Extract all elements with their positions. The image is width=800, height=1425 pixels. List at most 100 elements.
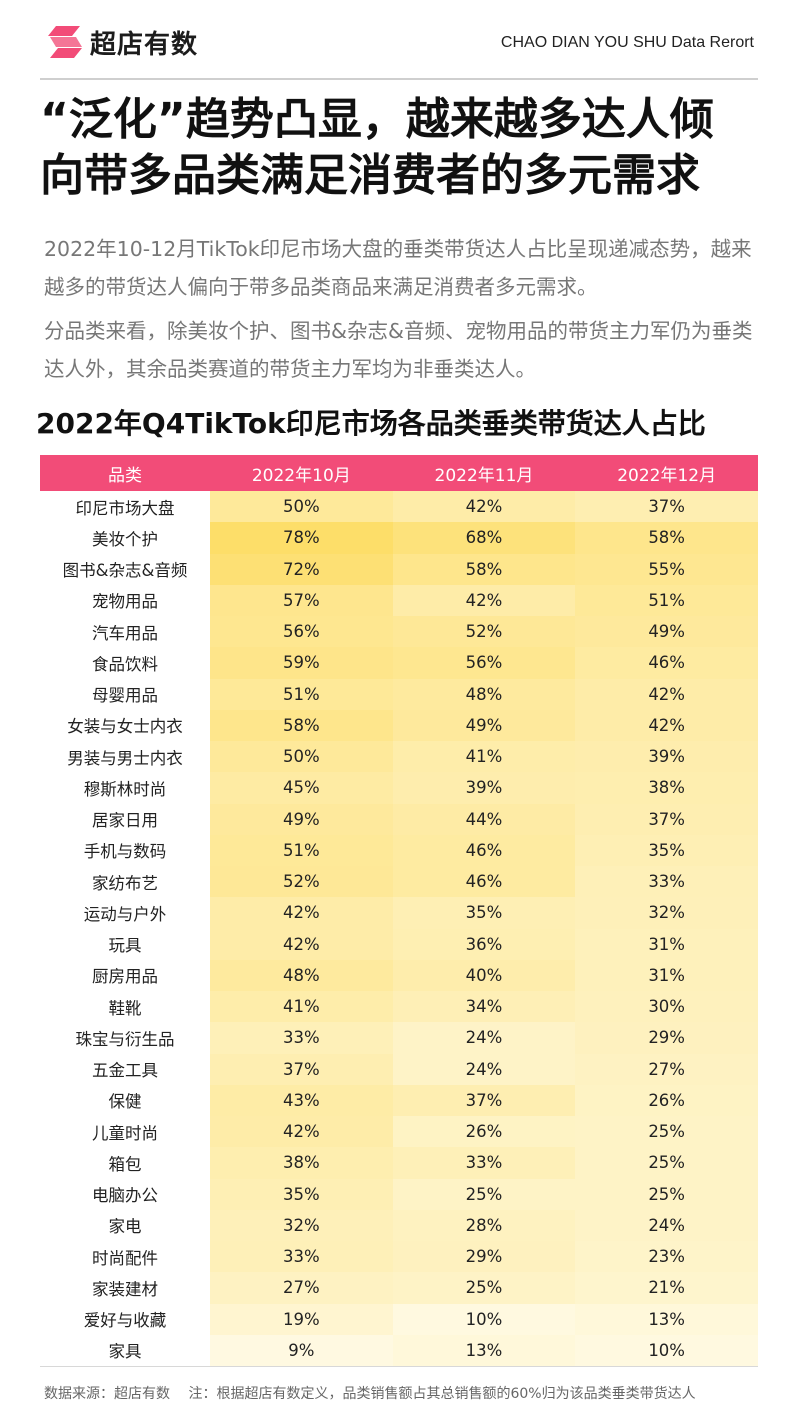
value-cell-dec: 58% (575, 522, 758, 554)
value-cell-dec: 27% (575, 1053, 758, 1085)
table-row: 电脑办公 35% 25% 25% (40, 1178, 758, 1210)
value-cell-oct: 52% (209, 866, 393, 898)
value-cell-nov: 10% (392, 1303, 576, 1335)
summary-paragraph-1: 2022年10-12月TikTok印尼市场大盘的垂类带货达人占比呈现递减态势，越… (44, 237, 752, 299)
table-row: 家装建材 27% 25% 21% (40, 1272, 758, 1304)
value-cell-dec: 46% (575, 647, 758, 679)
category-cell: 儿童时尚 (40, 1116, 210, 1148)
value-cell-oct: 32% (209, 1209, 393, 1241)
value-cell-oct: 9% (209, 1334, 393, 1366)
table-row: 珠宝与衍生品 33% 24% 29% (40, 1022, 758, 1054)
value-cell-oct: 50% (209, 741, 393, 773)
value-cell-oct: 37% (209, 1053, 393, 1085)
table-row: 爱好与收藏 19% 10% 13% (40, 1303, 758, 1335)
page-headline: “泛化”趋势凸显，越来越多达人倾 向带多品类满足消费者的多元需求 (40, 92, 770, 204)
value-cell-oct: 78% (209, 522, 393, 554)
value-cell-oct: 41% (209, 991, 393, 1023)
column-header-nov: 2022年11月 (434, 465, 534, 486)
table-row: 家具 9% 13% 10% (40, 1334, 758, 1366)
value-cell-dec: 39% (575, 741, 758, 773)
category-cell: 保健 (40, 1084, 210, 1116)
value-cell-dec: 25% (575, 1178, 758, 1210)
value-cell-oct: 48% (209, 959, 393, 991)
value-cell-dec: 10% (575, 1334, 758, 1366)
value-cell-oct: 35% (209, 1178, 393, 1210)
category-cell: 珠宝与衍生品 (40, 1022, 210, 1054)
value-cell-oct: 51% (209, 678, 393, 710)
table-row: 家纺布艺 52% 46% 33% (40, 866, 758, 898)
headline-line-1: “泛化”趋势凸显，越来越多达人倾 (40, 94, 714, 145)
value-cell-nov: 25% (392, 1272, 576, 1304)
value-cell-nov: 24% (392, 1053, 576, 1085)
value-cell-dec: 32% (575, 897, 758, 929)
value-cell-dec: 23% (575, 1241, 758, 1273)
category-cell: 图书&杂志&音频 (40, 553, 210, 585)
table-row: 时尚配件 33% 29% 23% (40, 1241, 758, 1273)
table-row: 母婴用品 51% 48% 42% (40, 678, 758, 710)
value-cell-nov: 26% (392, 1116, 576, 1148)
category-cell: 家纺布艺 (40, 866, 210, 898)
value-cell-oct: 56% (209, 616, 393, 648)
table-row: 美妆个护 78% 68% 58% (40, 522, 758, 554)
table-row: 保健 43% 37% 26% (40, 1084, 758, 1116)
category-cell: 家电 (40, 1209, 210, 1241)
headline-line-2: 向带多品类满足消费者的多元需求 (40, 150, 700, 201)
footer-divider (40, 1366, 758, 1367)
category-cell: 手机与数码 (40, 834, 210, 866)
value-cell-nov: 42% (392, 584, 576, 616)
value-cell-oct: 42% (209, 897, 393, 929)
category-cell: 家具 (40, 1334, 210, 1366)
value-cell-oct: 72% (209, 553, 393, 585)
category-cell: 时尚配件 (40, 1241, 210, 1273)
value-cell-dec: 25% (575, 1147, 758, 1179)
value-cell-nov: 29% (392, 1241, 576, 1273)
value-cell-oct: 51% (209, 834, 393, 866)
footer-source: 数据来源：超店有数 (44, 1386, 170, 1402)
value-cell-nov: 28% (392, 1209, 576, 1241)
value-cell-nov: 52% (392, 616, 576, 648)
table-row: 运动与户外 42% 35% 32% (40, 897, 758, 929)
table-row: 手机与数码 51% 46% 35% (40, 834, 758, 866)
category-cell: 爱好与收藏 (40, 1303, 210, 1335)
value-cell-nov: 24% (392, 1022, 576, 1054)
value-cell-dec: 25% (575, 1116, 758, 1148)
category-cell: 玩具 (40, 928, 210, 960)
value-cell-oct: 58% (209, 709, 393, 741)
table-row: 玩具 42% 36% 31% (40, 928, 758, 960)
category-cell: 居家日用 (40, 803, 210, 835)
value-cell-dec: 38% (575, 772, 758, 804)
value-cell-dec: 24% (575, 1209, 758, 1241)
value-cell-nov: 56% (392, 647, 576, 679)
value-cell-nov: 25% (392, 1178, 576, 1210)
value-cell-dec: 42% (575, 678, 758, 710)
value-cell-dec: 30% (575, 991, 758, 1023)
value-cell-oct: 43% (209, 1084, 393, 1116)
category-cell: 食品饮料 (40, 647, 210, 679)
brand-name: 超店有数 (90, 29, 199, 60)
value-cell-dec: 13% (575, 1303, 758, 1335)
value-cell-oct: 49% (209, 803, 393, 835)
value-cell-dec: 49% (575, 616, 758, 648)
value-cell-nov: 33% (392, 1147, 576, 1179)
table-row: 印尼市场大盘 50% 42% 37% (40, 491, 758, 523)
value-cell-nov: 44% (392, 803, 576, 835)
table-row: 居家日用 49% 44% 37% (40, 803, 758, 835)
value-cell-nov: 13% (392, 1334, 576, 1366)
table-row: 宠物用品 57% 42% 51% (40, 584, 758, 616)
category-cell: 宠物用品 (40, 584, 210, 616)
table-row: 图书&杂志&音频 72% 58% 55% (40, 553, 758, 585)
table-header: 品类 2022年10月 2022年11月 2022年12月 (40, 455, 758, 491)
value-cell-oct: 19% (209, 1303, 393, 1335)
chart-title: 2022年Q4TikTok印尼市场各品类垂类带货达人占比 (36, 407, 706, 440)
table-row: 五金工具 37% 24% 27% (40, 1053, 758, 1085)
value-cell-dec: 31% (575, 959, 758, 991)
value-cell-oct: 59% (209, 647, 393, 679)
table-row: 穆斯林时尚 45% 39% 38% (40, 772, 758, 804)
value-cell-oct: 33% (209, 1022, 393, 1054)
value-cell-nov: 68% (392, 522, 576, 554)
category-cell: 运动与户外 (40, 897, 210, 929)
value-cell-dec: 35% (575, 834, 758, 866)
value-cell-dec: 31% (575, 928, 758, 960)
header-divider (40, 78, 758, 80)
value-cell-nov: 34% (392, 991, 576, 1023)
